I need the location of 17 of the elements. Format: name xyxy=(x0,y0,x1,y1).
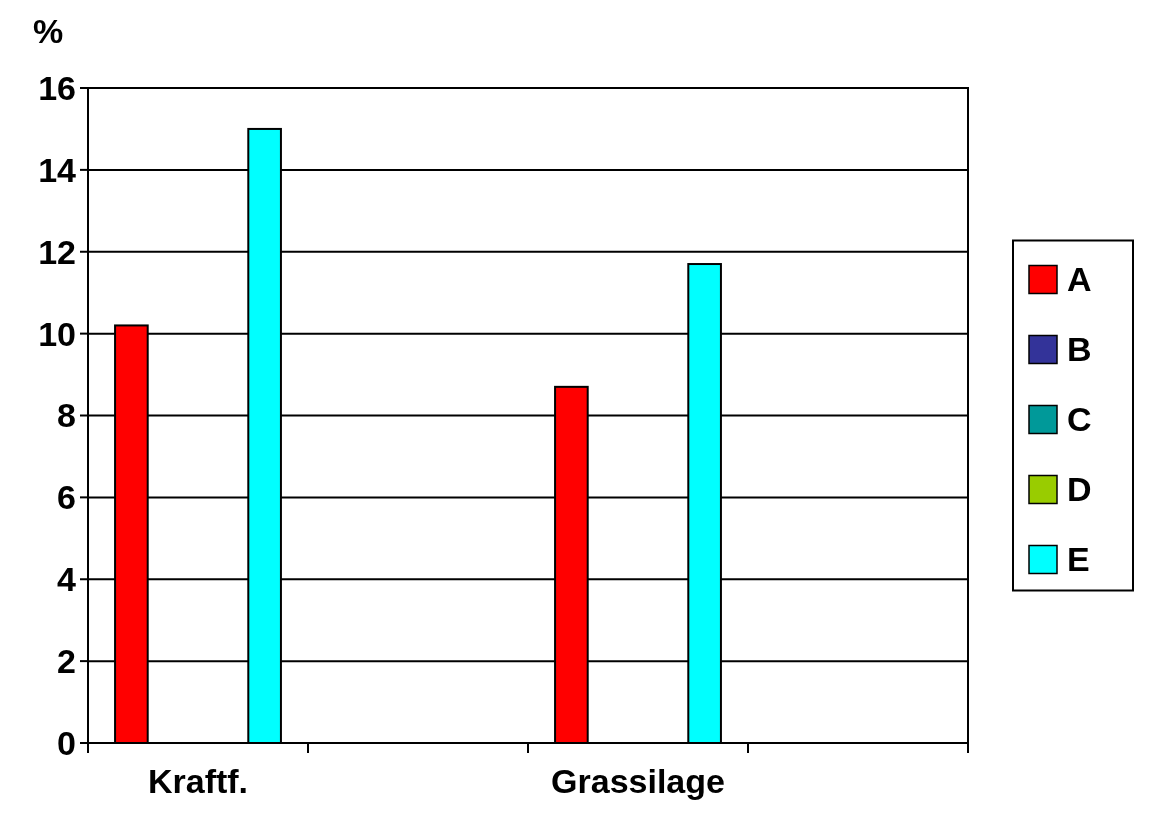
legend-label: B xyxy=(1067,330,1092,369)
y-tick-label: 6 xyxy=(57,478,76,517)
y-tick-label: 14 xyxy=(38,150,77,189)
legend-label: E xyxy=(1067,540,1090,579)
legend-label: C xyxy=(1067,400,1092,439)
y-tick-label: 8 xyxy=(57,396,76,435)
y-tick-label: 0 xyxy=(57,723,76,762)
y-axis-title: % xyxy=(33,12,64,50)
y-tick-label: 16 xyxy=(38,68,76,107)
legend-label: A xyxy=(1067,260,1092,299)
y-tick-label: 10 xyxy=(38,314,76,353)
y-tick-label: 12 xyxy=(38,232,76,271)
y-tick-label: 2 xyxy=(57,642,76,681)
legend-label: D xyxy=(1067,470,1092,509)
y-tick-label: 4 xyxy=(57,560,77,599)
x-tick-label: Kraftf. xyxy=(147,762,249,800)
x-tick-label: Grassilage xyxy=(551,762,725,800)
